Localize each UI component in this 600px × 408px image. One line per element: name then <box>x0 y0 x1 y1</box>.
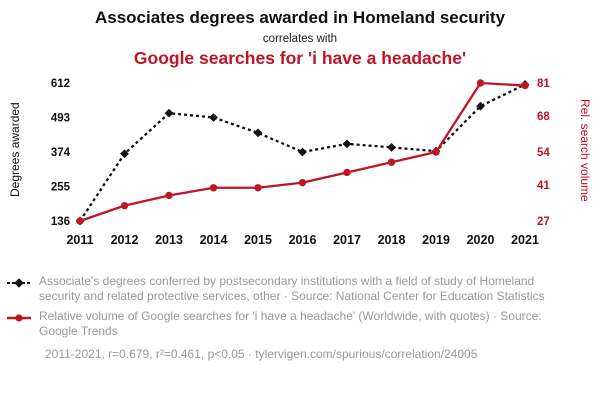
legend-text-searches: Relative volume of Google searches for '… <box>39 309 542 338</box>
legend-item-searches: Relative volume of Google searches for '… <box>6 309 600 338</box>
searches-series-marker-icon <box>7 314 31 322</box>
svg-text:493: 493 <box>51 113 70 125</box>
svg-text:68: 68 <box>537 111 550 123</box>
degrees-series-marker-icon <box>7 278 31 288</box>
legend-item-degrees: Associate's degrees conferred by postsec… <box>6 274 600 303</box>
correlates-with-label: correlates with <box>262 33 338 45</box>
legend: Associate's degrees conferred by postsec… <box>6 274 600 361</box>
svg-text:2018: 2018 <box>378 233 406 247</box>
chart-area: Degrees awarded Rel. search volume 136 25… <box>0 71 600 266</box>
right-axis-label: Rel. search volume <box>578 98 592 202</box>
svg-text:2017: 2017 <box>333 233 361 247</box>
secondary-title: Google searches for 'i have a headache' <box>133 48 467 68</box>
left-axis-label: Degrees awarded <box>8 102 22 198</box>
svg-text:27: 27 <box>537 216 550 228</box>
svg-text:2020: 2020 <box>467 233 495 247</box>
svg-text:2021: 2021 <box>511 233 539 247</box>
chart-plot: 136 255 374 493 612 27 41 54 68 81 2011 2012 2013 201… <box>51 78 551 247</box>
page-title: Associates degrees awarded in Homeland s… <box>94 8 506 27</box>
svg-text:2016: 2016 <box>289 233 317 247</box>
svg-text:41: 41 <box>537 180 550 192</box>
svg-text:2014: 2014 <box>200 233 228 247</box>
svg-text:2019: 2019 <box>422 233 450 247</box>
svg-text:2015: 2015 <box>244 233 272 247</box>
svg-text:54: 54 <box>537 147 550 159</box>
svg-text:81: 81 <box>537 78 550 90</box>
stats-footer: 2011-2021, r=0.679, r²=0.461, p<0.05 · t… <box>45 346 478 361</box>
svg-text:136: 136 <box>51 216 70 228</box>
svg-text:2013: 2013 <box>155 233 183 247</box>
svg-text:374: 374 <box>51 147 71 159</box>
svg-text:255: 255 <box>51 182 71 194</box>
legend-text-degrees: Associate's degrees conferred by postsec… <box>39 274 545 303</box>
svg-text:612: 612 <box>51 78 70 90</box>
svg-text:2012: 2012 <box>111 233 139 247</box>
svg-text:2011: 2011 <box>66 233 93 247</box>
